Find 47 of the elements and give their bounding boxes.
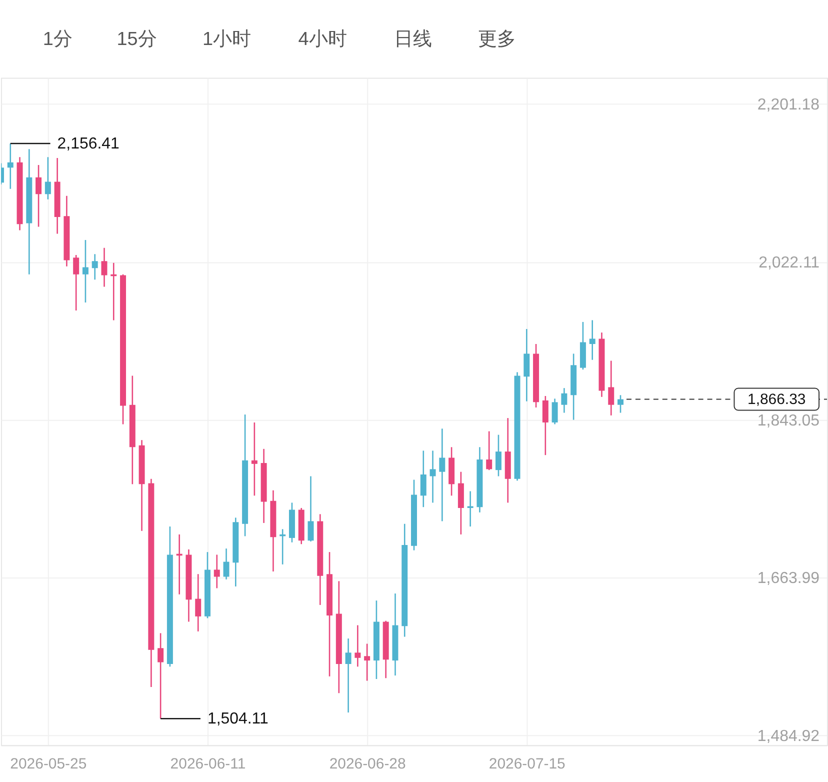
candlestick xyxy=(618,394,624,414)
candlestick xyxy=(608,360,614,416)
candlestick xyxy=(7,142,14,190)
candlestick xyxy=(354,624,361,668)
candlestick xyxy=(524,328,530,402)
candlestick xyxy=(223,548,230,580)
x-tick-label: 2026-05-25 xyxy=(10,756,87,773)
y-tick-label: 1,843.05 xyxy=(757,412,820,430)
candlestick xyxy=(439,428,446,522)
candlestick xyxy=(44,156,51,200)
y-tick-label: 1,484.92 xyxy=(757,728,820,745)
candlestick xyxy=(92,253,98,280)
text: 日线 xyxy=(394,28,432,50)
text: 4小时 xyxy=(298,28,347,50)
candlestick xyxy=(552,398,558,425)
candlestick xyxy=(467,490,474,528)
candlestick xyxy=(308,476,314,542)
candlestick xyxy=(82,239,88,304)
candlestick xyxy=(158,632,164,720)
ref-line-label: 1,866.33 xyxy=(748,391,806,408)
candlestick xyxy=(36,164,42,228)
x-tick-label: 2026-07-15 xyxy=(488,756,566,773)
candlestick xyxy=(345,638,352,714)
text: 15分 xyxy=(116,28,157,50)
x-tick-label: 2026-06-11 xyxy=(170,756,246,773)
y-tick-label: 2,022.11 xyxy=(758,254,820,272)
annotation: 1,504.11 xyxy=(207,710,268,728)
candlestick xyxy=(420,450,426,508)
text: 1小时 xyxy=(202,28,252,50)
text: 更多 xyxy=(478,28,516,50)
candlestick xyxy=(101,247,108,288)
y-tick-label: 2,201.18 xyxy=(757,96,820,114)
candlestick xyxy=(251,422,258,496)
candlestick xyxy=(73,254,80,312)
candlestick xyxy=(561,387,568,414)
text: 1分 xyxy=(42,28,72,50)
candlestick xyxy=(495,434,502,477)
annotation: 2,156.41 xyxy=(57,135,120,152)
candlestick xyxy=(542,395,548,456)
x-tick-label: 2026-06-28 xyxy=(329,756,406,773)
y-tick-label: 1,663.99 xyxy=(757,570,820,588)
candlestick xyxy=(486,430,492,471)
candlestick xyxy=(364,643,370,682)
candlestick xyxy=(214,554,220,589)
candlestick xyxy=(195,573,202,632)
candlestick xyxy=(589,320,596,361)
candlestick xyxy=(430,450,436,504)
